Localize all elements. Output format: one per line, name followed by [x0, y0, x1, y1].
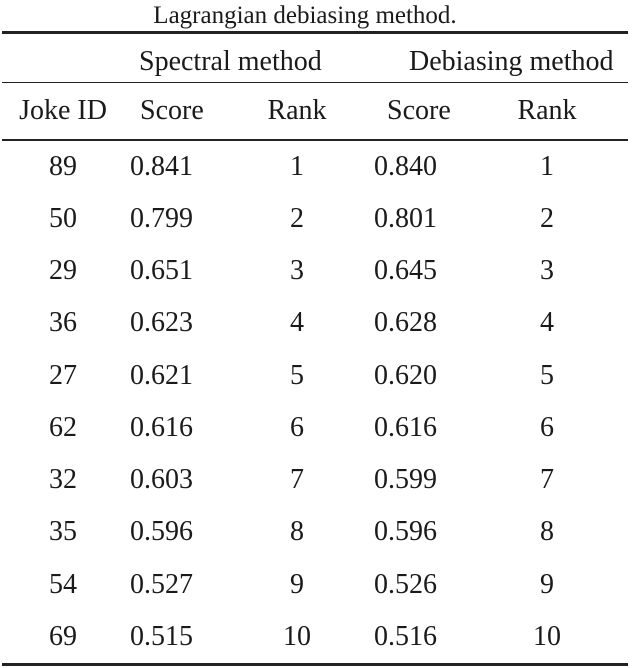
joke-id-cell: 35 — [49, 516, 77, 548]
debias-rank-cell: 10 — [533, 620, 561, 652]
group-header-debiasing: Debiasing method — [409, 45, 614, 77]
joke-id-cell: 89 — [49, 150, 77, 182]
joke-id-cell: 27 — [49, 359, 77, 391]
spectral-score-cell: 0.596 — [130, 516, 193, 548]
debias-rank-cell: 2 — [540, 202, 554, 234]
debias-score-cell: 0.645 — [374, 255, 437, 287]
table-row: 69 0.515 10 0.516 10 — [2, 611, 628, 663]
column-header-spectral-score: Score — [140, 95, 204, 126]
debias-score-cell: 0.628 — [374, 307, 437, 339]
top-rule — [2, 31, 628, 34]
spectral-score-cell: 0.603 — [130, 464, 193, 496]
spectral-rank-cell: 9 — [290, 568, 304, 600]
joke-id-cell: 69 — [49, 620, 77, 652]
spectral-score-cell: 0.616 — [130, 411, 193, 443]
table-row: 32 0.603 7 0.599 7 — [2, 454, 628, 506]
table-row: 50 0.799 2 0.801 2 — [2, 193, 628, 245]
spectral-rank-cell: 4 — [290, 307, 304, 339]
table-row: 62 0.616 6 0.616 6 — [2, 402, 628, 454]
table-caption: Lagrangian debiasing method. — [153, 2, 457, 29]
spectral-score-cell: 0.621 — [130, 359, 193, 391]
column-header-row: Joke ID Score Rank Score Rank — [2, 83, 628, 139]
debias-score-cell: 0.599 — [374, 464, 437, 496]
debias-rank-cell: 6 — [540, 411, 554, 443]
spectral-score-cell: 0.527 — [130, 568, 193, 600]
results-table: Spectral method Debiasing method Joke ID… — [2, 31, 628, 666]
debias-score-cell: 0.801 — [374, 202, 437, 234]
column-header-debias-score: Score — [387, 95, 451, 126]
debias-rank-cell: 8 — [540, 516, 554, 548]
table-row: 89 0.841 1 0.840 1 — [2, 141, 628, 193]
mid-rule-2 — [2, 139, 628, 141]
debias-rank-cell: 4 — [540, 307, 554, 339]
debias-score-cell: 0.596 — [374, 516, 437, 548]
spectral-rank-cell: 5 — [290, 359, 304, 391]
debias-score-cell: 0.620 — [374, 359, 437, 391]
table-row: 27 0.621 5 0.620 5 — [2, 350, 628, 402]
table-row: 36 0.623 4 0.628 4 — [2, 297, 628, 349]
spectral-rank-cell: 8 — [290, 516, 304, 548]
joke-id-cell: 29 — [49, 255, 77, 287]
debias-score-cell: 0.516 — [374, 620, 437, 652]
spectral-rank-cell: 1 — [290, 150, 304, 182]
joke-id-cell: 62 — [49, 411, 77, 443]
group-header-row: Spectral method Debiasing method — [2, 34, 628, 82]
joke-id-cell: 36 — [49, 307, 77, 339]
spectral-rank-cell: 6 — [290, 411, 304, 443]
debias-score-cell: 0.526 — [374, 568, 437, 600]
spectral-score-cell: 0.623 — [130, 307, 193, 339]
column-header-spectral-rank: Rank — [267, 95, 327, 126]
debias-rank-cell: 5 — [540, 359, 554, 391]
spectral-rank-cell: 3 — [290, 255, 304, 287]
table-row: 54 0.527 9 0.526 9 — [2, 559, 628, 611]
spectral-score-cell: 0.799 — [130, 202, 193, 234]
spectral-score-cell: 0.515 — [130, 620, 193, 652]
column-header-debias-rank: Rank — [517, 95, 577, 126]
joke-id-cell: 50 — [49, 202, 77, 234]
mid-rule-1 — [2, 81, 628, 83]
spectral-rank-cell: 10 — [283, 620, 311, 652]
debias-rank-cell: 3 — [540, 255, 554, 287]
spectral-score-cell: 0.841 — [130, 150, 193, 182]
group-header-spectral: Spectral method — [139, 45, 322, 77]
joke-id-cell: 54 — [49, 568, 77, 600]
bottom-rule — [2, 663, 628, 666]
debias-rank-cell: 9 — [540, 568, 554, 600]
debias-rank-cell: 7 — [540, 464, 554, 496]
debias-score-cell: 0.840 — [374, 150, 437, 182]
spectral-rank-cell: 7 — [290, 464, 304, 496]
joke-id-cell: 32 — [49, 464, 77, 496]
table-row: 35 0.596 8 0.596 8 — [2, 506, 628, 558]
table-row: 29 0.651 3 0.645 3 — [2, 245, 628, 297]
debias-rank-cell: 1 — [540, 150, 554, 182]
spectral-rank-cell: 2 — [290, 202, 304, 234]
spectral-score-cell: 0.651 — [130, 255, 193, 287]
debias-score-cell: 0.616 — [374, 411, 437, 443]
column-header-joke-id: Joke ID — [19, 95, 107, 126]
